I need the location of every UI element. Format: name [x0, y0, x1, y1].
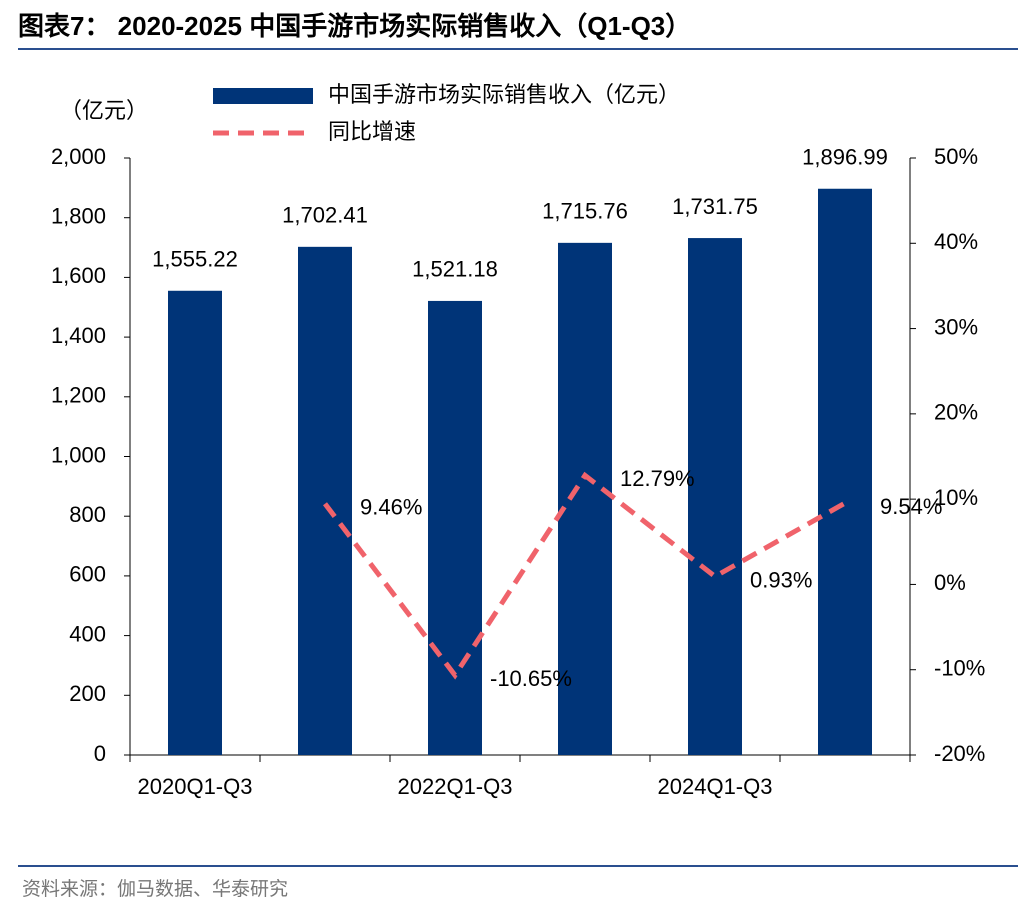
- x-tick-label: 2022Q1-Q3: [398, 774, 513, 799]
- x-tick-label: 2020Q1-Q3: [138, 774, 253, 799]
- bar-value-label: 1,521.18: [412, 257, 498, 282]
- y-tick-label: 1,000: [51, 442, 106, 467]
- line-value-label: 12.79%: [620, 466, 695, 491]
- y-tick-label: 2,000: [51, 144, 106, 169]
- y-tick-label: 200: [69, 681, 106, 706]
- bar-value-label: 1,555.22: [152, 247, 238, 272]
- bar-value-label: 1,702.41: [282, 203, 368, 228]
- bar: [298, 246, 352, 755]
- y2-tick-label: 10%: [934, 485, 978, 510]
- y2-tick-label: 30%: [934, 314, 978, 339]
- legend-label: 中国手游市场实际销售收入（亿元）: [328, 82, 680, 107]
- bar-value-label: 1,896.99: [802, 145, 888, 170]
- y-tick-label: 400: [69, 621, 106, 646]
- line-value-label: 9.46%: [360, 495, 422, 520]
- y2-tick-label: 50%: [934, 144, 978, 169]
- line-value-label: 0.93%: [750, 567, 812, 592]
- y2-tick-label: -20%: [934, 741, 985, 766]
- x-tick-label: 2024Q1-Q3: [658, 774, 773, 799]
- bar-value-label: 1,731.75: [672, 194, 758, 219]
- y2-tick-label: 40%: [934, 229, 978, 254]
- legend-label: 同比增速: [328, 119, 416, 144]
- y-tick-label: 1,600: [51, 263, 106, 288]
- bar: [168, 290, 222, 755]
- growth-line: [323, 471, 847, 680]
- y2-tick-label: 0%: [934, 570, 966, 595]
- legend-swatch: [213, 88, 313, 104]
- bar: [428, 300, 482, 755]
- y-tick-label: 1,200: [51, 383, 106, 408]
- y2-tick-label: 20%: [934, 400, 978, 425]
- y-tick-label: 800: [69, 502, 106, 527]
- y-axis-label: （亿元）: [60, 98, 148, 123]
- bar-value-label: 1,715.76: [542, 199, 628, 224]
- bar: [558, 242, 612, 755]
- y-tick-label: 0: [94, 741, 106, 766]
- y-tick-label: 1,800: [51, 204, 106, 229]
- y-tick-label: 600: [69, 562, 106, 587]
- source: 资料来源：伽马数据、华泰研究: [22, 878, 288, 900]
- line-value-label: 9.54%: [880, 494, 942, 519]
- bar: [818, 188, 872, 756]
- line-value-label: -10.65%: [490, 666, 572, 691]
- chart-title: 图表7： 2020-2025 中国手游市场实际销售收入（Q1-Q3）: [18, 11, 691, 41]
- bar: [688, 238, 742, 755]
- y2-tick-label: -10%: [934, 656, 985, 681]
- y-tick-label: 1,400: [51, 323, 106, 348]
